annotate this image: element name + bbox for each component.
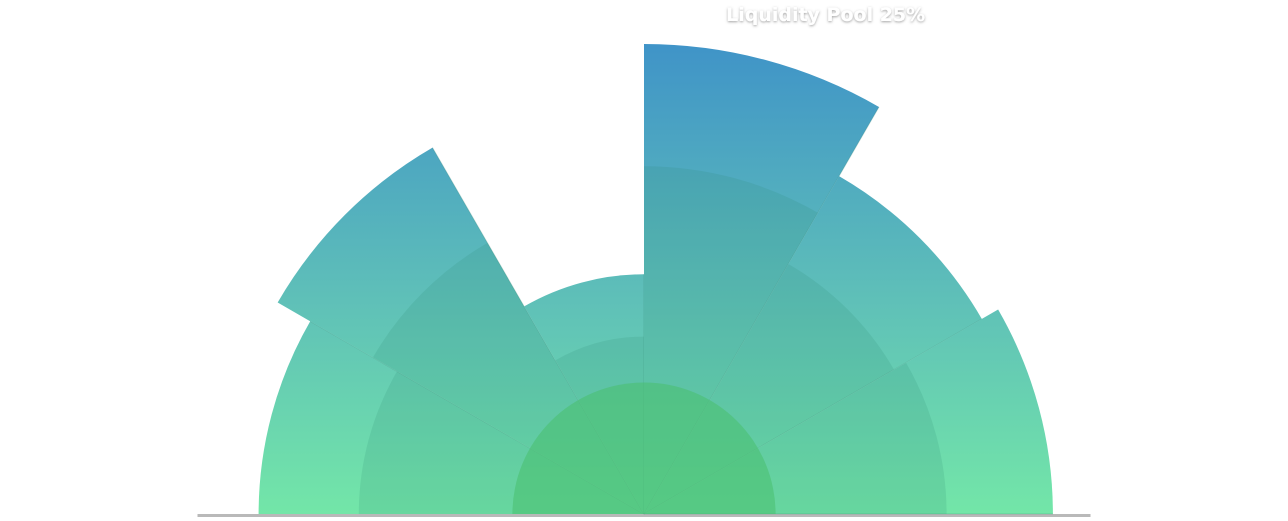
slices-layer [258, 44, 1053, 515]
inner-core [512, 382, 776, 514]
labels-layer: Liquidity Pool 25% [726, 4, 925, 26]
slice-label-0: Liquidity Pool 25% [726, 4, 925, 26]
